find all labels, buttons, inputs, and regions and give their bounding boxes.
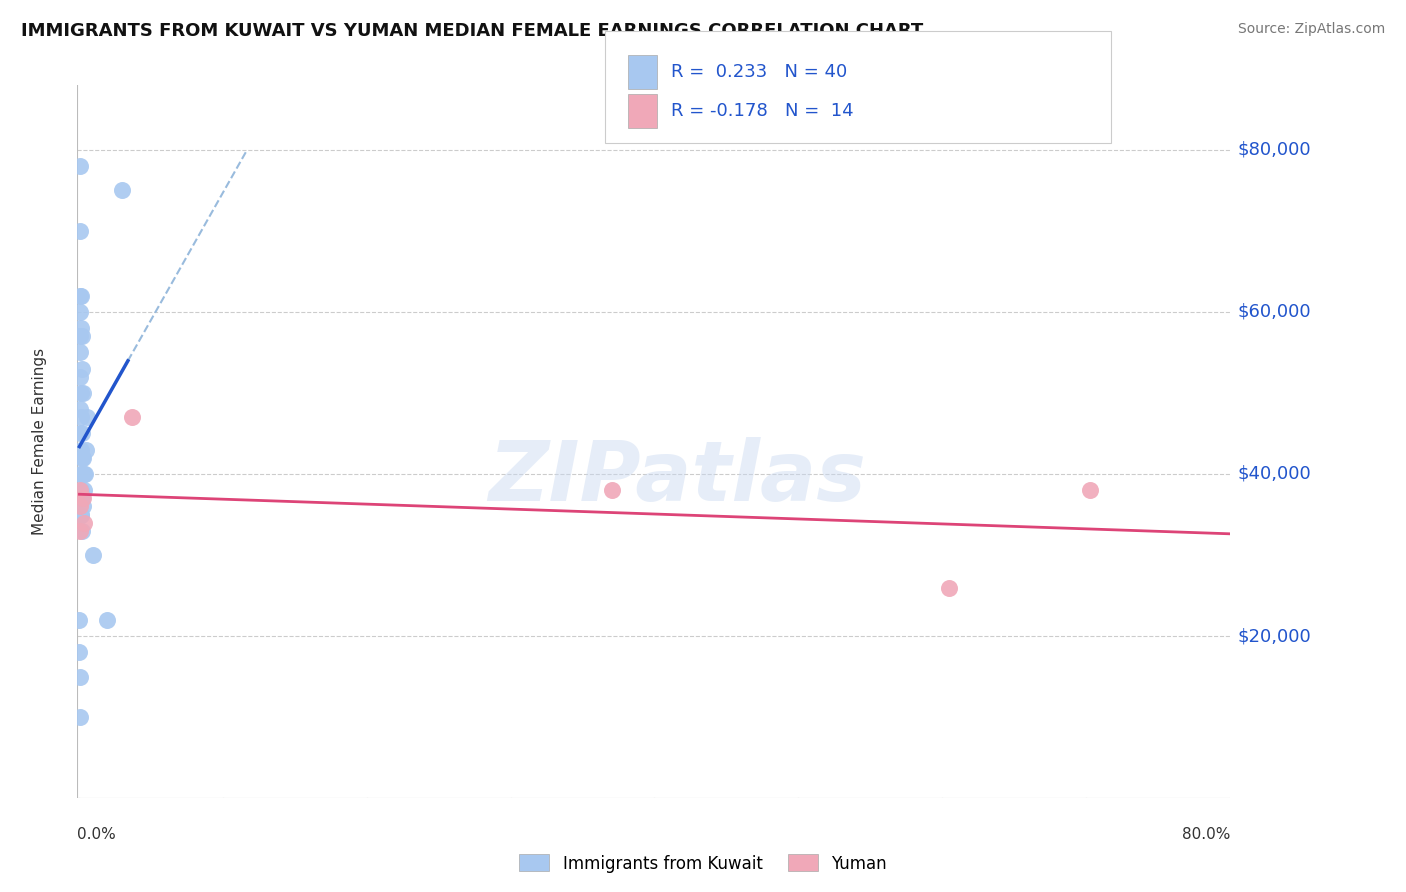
Point [69,710,91,724]
Point [69,524,91,538]
Text: R =  0.233   N = 40: R = 0.233 N = 40 [671,62,846,80]
Point [67,613,90,627]
Point [72,516,94,530]
Point [72,385,94,400]
Point [72,500,94,514]
Point [72,450,94,465]
Point [69,442,91,457]
Point [69,402,91,417]
Point [75,442,97,457]
Point [72,491,94,506]
Point [70,491,93,506]
Point [70,426,93,441]
Point [70,508,93,522]
Point [69,329,91,343]
Point [73,483,96,498]
Point [69,670,91,684]
Point [69,159,91,173]
Point [70,329,93,343]
Point [602,483,624,498]
Point [1078,483,1101,498]
Point [69,345,91,359]
Point [96,613,118,627]
Point [70,410,93,425]
Point [76,410,98,425]
Point [73,467,96,481]
Text: ZIPatlas: ZIPatlas [488,437,866,517]
Point [82,548,104,562]
Point [69,305,91,319]
Point [69,426,91,441]
Point [69,321,91,335]
Text: Source: ZipAtlas.com: Source: ZipAtlas.com [1237,22,1385,37]
Point [69,288,91,302]
Text: $20,000: $20,000 [1237,627,1310,645]
Point [111,183,134,197]
Point [70,385,93,400]
Point [69,508,91,522]
Point [70,361,93,376]
Point [70,450,93,465]
Text: Median Female Earnings: Median Female Earnings [32,348,46,535]
Text: IMMIGRANTS FROM KUWAIT VS YUMAN MEDIAN FEMALE EARNINGS CORRELATION CHART: IMMIGRANTS FROM KUWAIT VS YUMAN MEDIAN F… [21,22,924,40]
Point [70,524,93,538]
Point [69,483,91,498]
Text: R = -0.178   N =  14: R = -0.178 N = 14 [671,102,853,120]
Text: 0.0%: 0.0% [77,827,117,842]
Point [67,645,90,659]
Point [69,483,91,498]
Point [72,467,94,481]
Text: $80,000: $80,000 [1237,141,1310,159]
Legend: Immigrants from Kuwait, Yuman: Immigrants from Kuwait, Yuman [513,847,893,880]
Point [69,288,91,302]
Point [70,467,93,481]
Point [69,467,91,481]
Point [938,581,960,595]
Point [69,224,91,238]
Text: $60,000: $60,000 [1237,302,1310,321]
Text: 80.0%: 80.0% [1182,827,1230,842]
Text: $40,000: $40,000 [1237,465,1310,483]
Point [69,500,91,514]
Point [121,410,143,425]
Point [69,369,91,384]
